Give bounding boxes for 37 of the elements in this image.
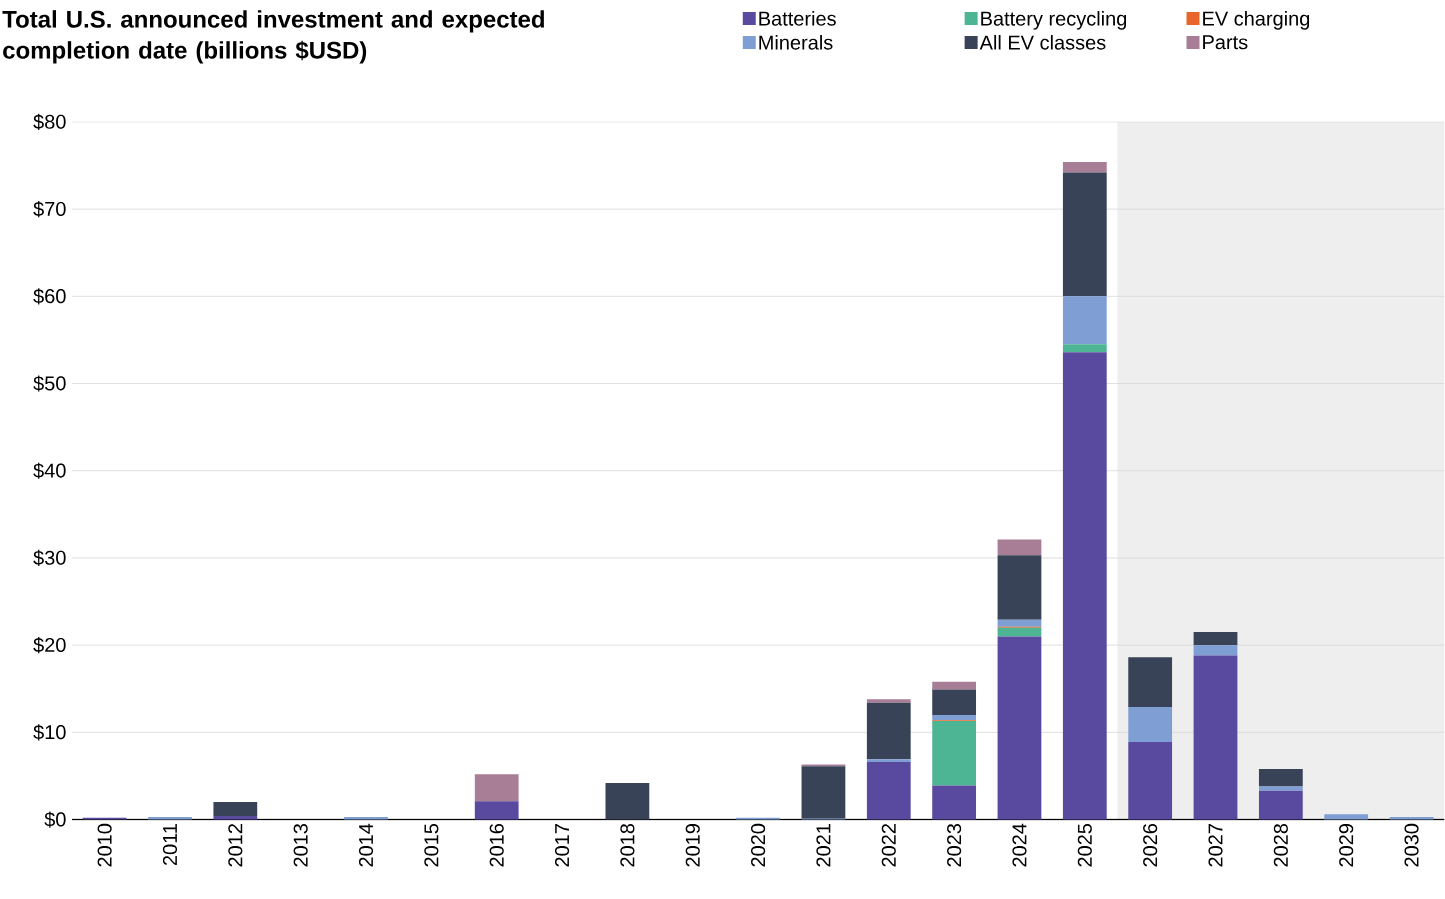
x-tick-label: 2025	[1077, 824, 1092, 867]
x-tick-label: 2026	[1143, 824, 1158, 867]
legend-label: Battery recycling	[981, 11, 1127, 30]
x-tick-label: 2027	[1208, 824, 1223, 867]
legend-label: EV charging	[1203, 11, 1310, 30]
x-tick-label: 2021	[816, 824, 831, 867]
x-tick-label: 2016	[489, 824, 504, 867]
y-tick-label: $60	[33, 288, 66, 305]
x-tick-label: 2012	[228, 824, 243, 867]
x-tick-label: 2017	[554, 824, 570, 867]
y-tick-label: $10	[33, 724, 66, 741]
chart-title: Total U.S. announced investment and expected completion date (billions $USD)	[2, 10, 544, 64]
x-tick-label: 2018	[620, 824, 635, 867]
legend-label: All EV classes	[979, 35, 1106, 50]
x-tick-label: 2028	[1273, 824, 1288, 867]
x-tick-label: 2011	[162, 824, 178, 866]
x-tick-label: 2024	[1012, 823, 1027, 867]
y-tick-label: $80	[33, 114, 66, 131]
x-tick-label: 2020	[751, 824, 766, 867]
x-tick-label: 2019	[685, 824, 700, 867]
legend-label: Parts	[1203, 35, 1248, 50]
y-tick-label: $30	[33, 550, 66, 567]
y-tick-label: $20	[33, 637, 66, 654]
y-tick-label: $70	[33, 201, 66, 218]
y-tick-label: $50	[33, 375, 66, 392]
y-tick-label: $0	[44, 811, 66, 828]
x-tick-label: 2015	[424, 824, 439, 867]
x-tick-label: 2023	[947, 824, 962, 867]
x-tick-label: 2022	[881, 824, 896, 867]
legend-label: Batteries	[759, 11, 836, 26]
x-tick-label: 2029	[1339, 824, 1354, 867]
x-tick-label: 2013	[293, 824, 308, 867]
x-tick-label: 2014	[358, 823, 374, 867]
y-tick-label: $40	[33, 462, 66, 480]
legend-label: Minerals	[759, 35, 833, 50]
x-tick-label: 2010	[97, 824, 112, 867]
x-tick-label: 2030	[1404, 824, 1419, 867]
